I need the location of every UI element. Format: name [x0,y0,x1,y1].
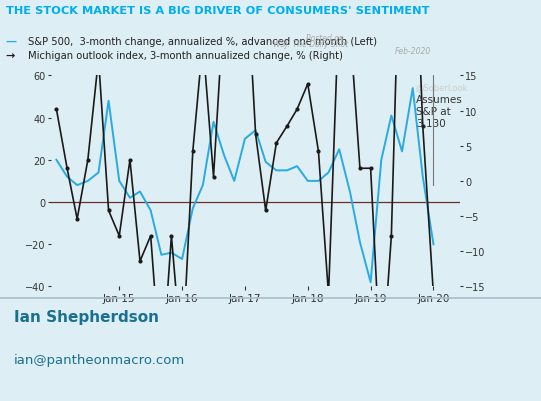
Text: Michigan outlook index, 3-month annualized change, % (Right): Michigan outlook index, 3-month annualiz… [28,51,343,61]
Text: Feb-2020: Feb-2020 [395,47,431,55]
Text: Assumes
S&P at
3,130: Assumes S&P at 3,130 [416,95,463,128]
Text: Ian Shepherdson: Ian Shepherdson [14,309,159,324]
Text: WSJ: The Daily Shot: WSJ: The Daily Shot [273,40,348,49]
Text: —: — [6,37,22,47]
Text: Posted on: Posted on [306,34,344,43]
Text: S&P 500,  3-month change, annualized %, advanced one month (Left): S&P 500, 3-month change, annualized %, a… [28,37,377,47]
Text: ian@pantheonmacro.com: ian@pantheonmacro.com [14,353,185,366]
Text: THE STOCK MARKET IS A BIG DRIVER OF CONSUMERS' SENTIMENT: THE STOCK MARKET IS A BIG DRIVER OF CONS… [6,6,430,16]
Text: @SoberLook: @SoberLook [416,83,469,91]
Text: →: → [6,51,19,61]
